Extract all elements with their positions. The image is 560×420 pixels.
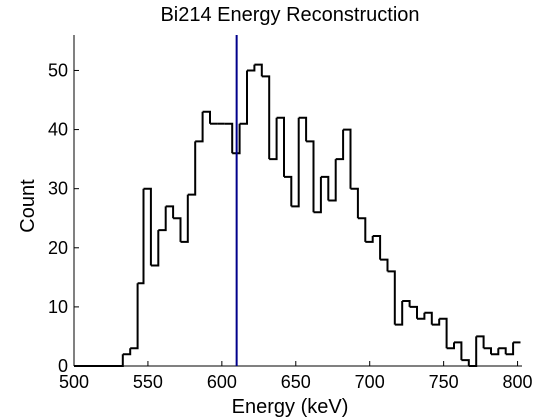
x-tick-label: 600 (207, 372, 237, 392)
histogram-bin (173, 217, 182, 242)
x-axis-label: Energy (keV) (232, 396, 349, 418)
histogram-bin (380, 258, 389, 272)
histogram-bin (454, 341, 463, 361)
y-tick-label: 0 (58, 356, 68, 376)
y-tick-label: 30 (48, 179, 68, 199)
histogram-bin (254, 63, 263, 77)
histogram-bin (350, 187, 359, 219)
histogram-bin (357, 217, 367, 242)
histogram-bin (232, 123, 241, 155)
histogram-bin (276, 116, 285, 177)
histogram-bin (269, 117, 278, 161)
histogram-bin (343, 128, 352, 189)
histogram-bin (284, 175, 293, 207)
histogram-bin (74, 354, 124, 367)
histogram-bin (446, 342, 455, 350)
histogram-bin (431, 318, 441, 326)
histogram-bin (143, 187, 152, 266)
histogram-bin (291, 117, 300, 208)
histogram-bin (247, 64, 256, 72)
histogram-bin (476, 335, 485, 349)
y-tick-label: 40 (48, 120, 68, 140)
histogram-bin (306, 140, 315, 213)
x-tick-label: 550 (133, 372, 163, 392)
chart-title: Bi214 Energy Reconstruction (160, 4, 419, 26)
x-tick-label: 750 (429, 372, 459, 392)
histogram-bin (180, 194, 189, 243)
y-axis-label: Count (17, 179, 39, 233)
histogram-bin (298, 116, 308, 142)
y-tick-label: 10 (48, 297, 68, 317)
histogram-bin (394, 301, 404, 326)
histogram-bin (424, 311, 433, 325)
histogram-bin (122, 348, 132, 356)
histogram-bin (187, 141, 197, 196)
histogram-bin (224, 122, 234, 154)
histogram-bin (320, 175, 330, 201)
x-tick-label: 800 (503, 372, 533, 392)
histogram-bin (439, 317, 448, 349)
histogram-bin (402, 300, 411, 307)
histogram-bin (505, 342, 515, 356)
histogram-bin (498, 347, 507, 355)
histogram-bin (372, 235, 382, 260)
x-tick-label: 650 (281, 372, 311, 392)
histogram-bin (239, 70, 248, 125)
histogram-bin (491, 348, 500, 356)
histogram-bin (195, 111, 204, 143)
x-tick-label: 700 (355, 372, 385, 392)
histogram-bin (137, 188, 145, 285)
histogram-bin (130, 283, 139, 350)
histogram-bin (202, 110, 211, 124)
histogram-bin (165, 205, 175, 219)
histogram-bin (483, 347, 492, 355)
histogram-bin (409, 305, 418, 319)
histogram-bin (328, 159, 337, 202)
y-tick-label: 20 (48, 238, 68, 258)
y-tick-label: 50 (48, 60, 68, 80)
histogram-bin (417, 312, 426, 320)
histogram-bin (335, 129, 345, 161)
x-tick-label: 500 (59, 372, 89, 392)
histogram-bin (387, 270, 396, 325)
histogram-bin (150, 230, 160, 267)
histogram-bin (261, 75, 271, 160)
histogram-bin (313, 176, 322, 214)
plot-area: 500 550 600 650 700 750 800 0 10 20 30 40 50 (48, 35, 533, 392)
histogram-bin (468, 336, 478, 367)
histogram-bin (365, 236, 374, 243)
histogram-bin (158, 206, 167, 232)
histogram-bin (461, 359, 470, 366)
